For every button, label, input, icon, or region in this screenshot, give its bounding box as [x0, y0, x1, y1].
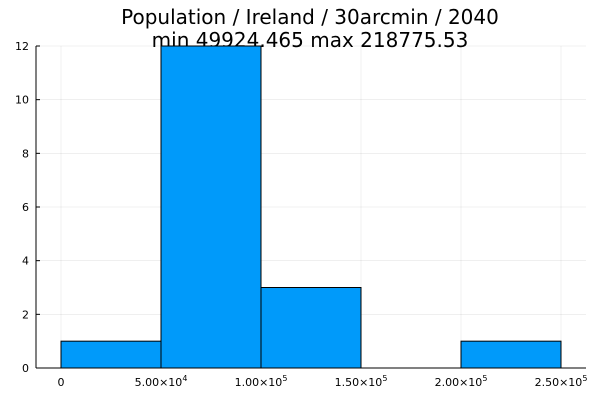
y-tick-label: 2 — [22, 308, 29, 321]
chart-title: Population / Ireland / 30arcmin / 2040 — [121, 5, 499, 29]
x-tick-label: 0 — [58, 376, 65, 389]
histogram-bar — [160, 45, 262, 369]
y-tick-label: 8 — [22, 147, 29, 160]
y-tick-label: 10 — [15, 94, 29, 107]
y-tick-label: 12 — [15, 40, 29, 53]
x-tick-label: 2.50×105 — [535, 374, 588, 389]
histogram-bar — [460, 340, 562, 369]
y-tick-label: 0 — [22, 362, 29, 375]
x-tick-label: 1.50×105 — [335, 374, 388, 389]
x-tick-label: 5.00×104 — [135, 374, 188, 389]
x-axis-ticks: 0 5.00×104 1.00×105 1.50×105 2.00×105 2.50×10… — [58, 364, 588, 389]
y-tick-label: 4 — [22, 255, 29, 268]
bars — [60, 45, 562, 369]
x-tick-label: 2.00×105 — [435, 374, 488, 389]
histogram-bar — [60, 340, 162, 369]
y-tick-label: 6 — [22, 201, 29, 214]
histogram-bar — [260, 287, 362, 369]
y-axis-ticks: 0 2 4 6 8 10 12 — [15, 40, 40, 375]
x-tick-label: 1.00×105 — [235, 374, 288, 389]
